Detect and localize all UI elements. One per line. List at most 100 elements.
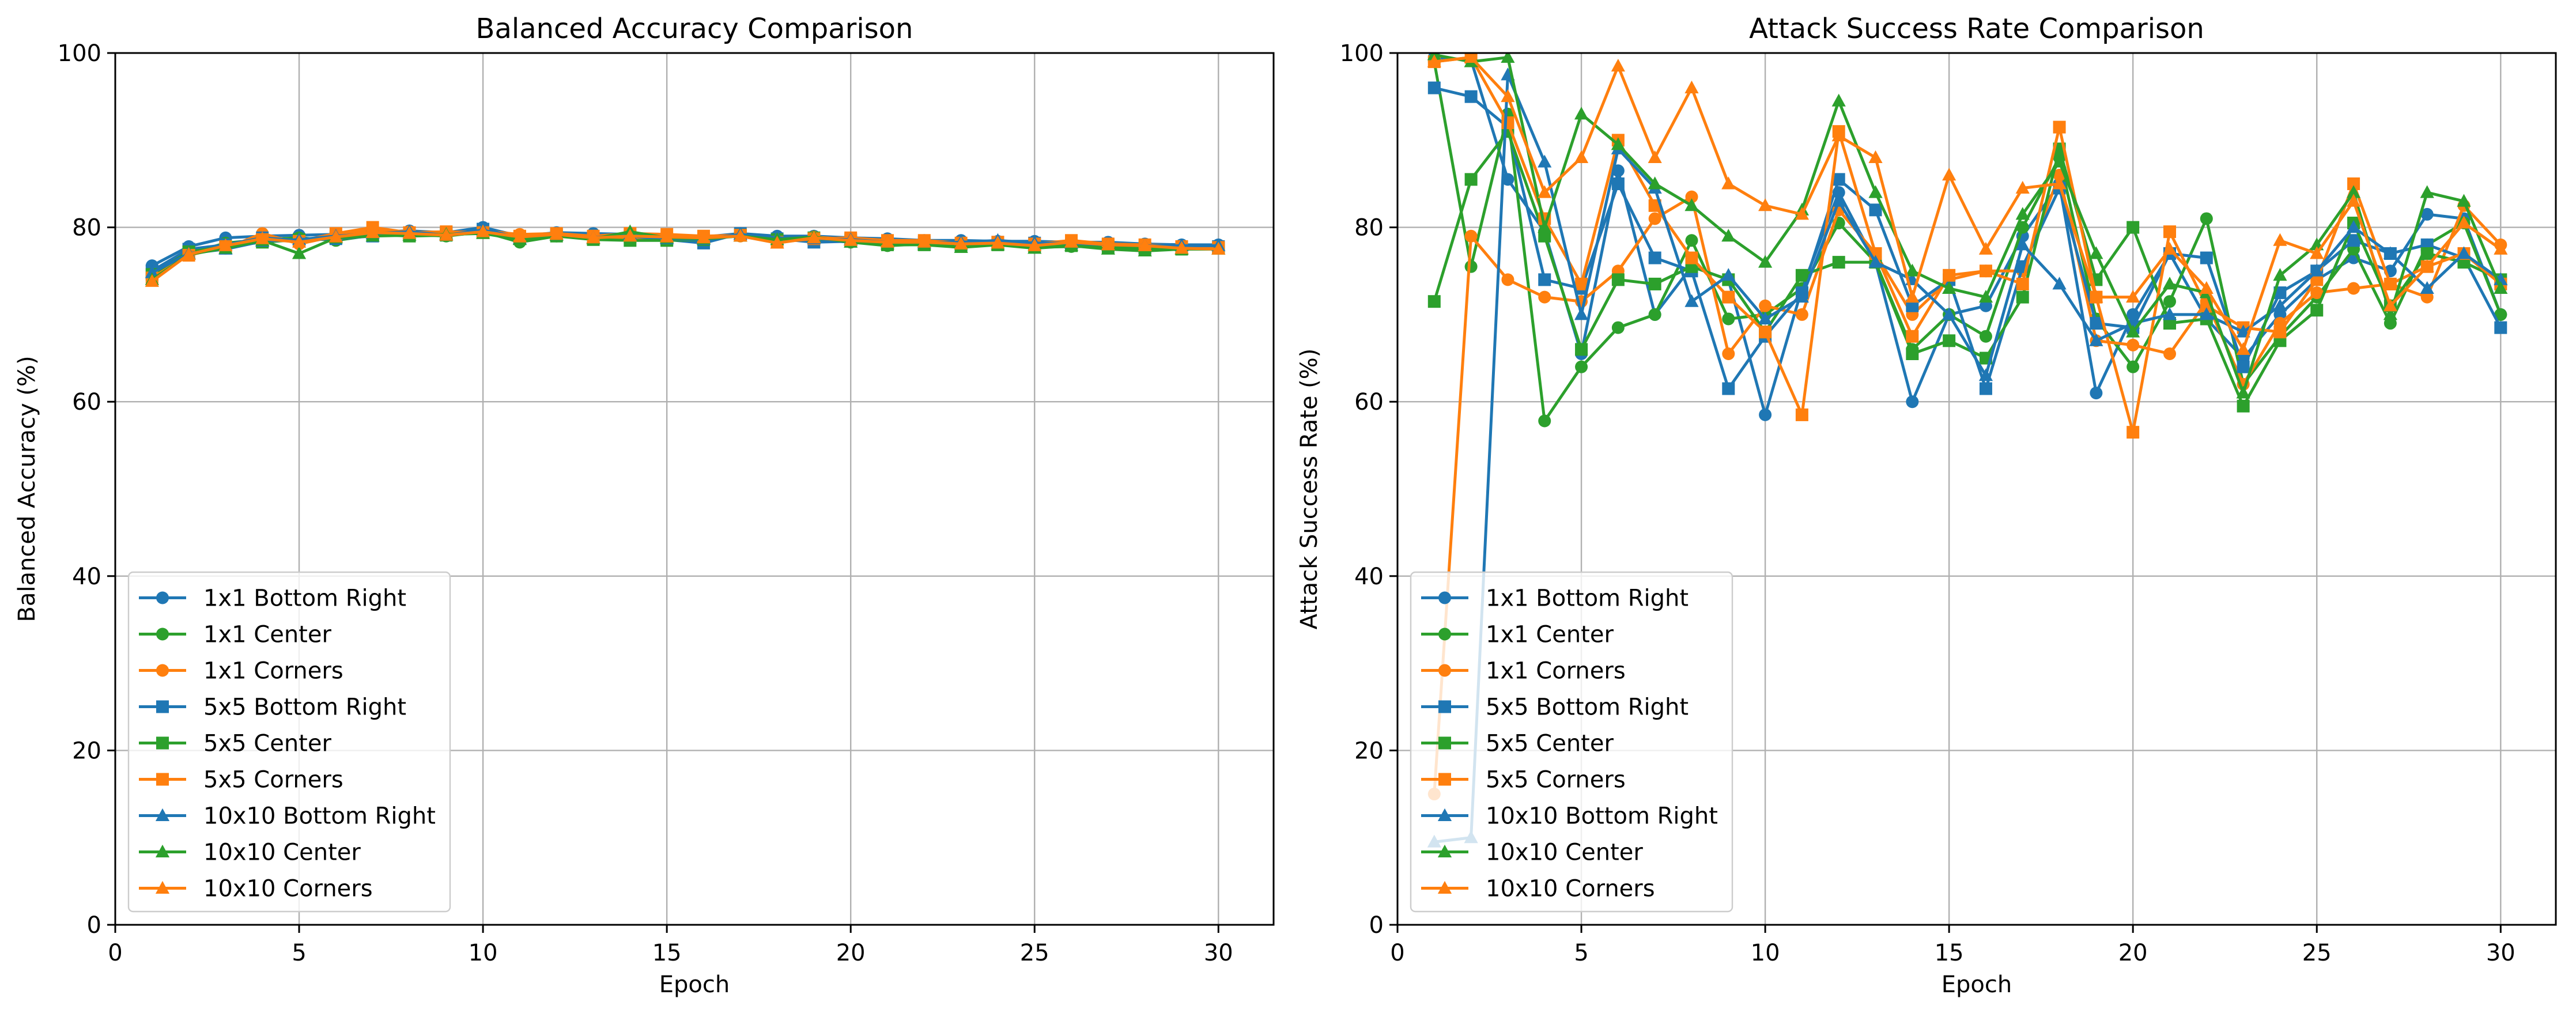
acc-point-8-7 (402, 226, 417, 239)
asr-point-0-18 (2090, 387, 2103, 400)
asr-point-5-4 (1575, 277, 1588, 290)
acc-legend-marker-7 (155, 844, 170, 857)
asr-point-3-3 (1538, 273, 1551, 286)
asr-point-5-23 (2273, 326, 2287, 339)
asr-point-7-8 (1721, 229, 1736, 242)
asr-point-1-15 (1979, 330, 1992, 343)
acc-point-8-24 (1028, 238, 1042, 251)
asr-point-5-8 (1722, 290, 1735, 304)
acc-point-8-29 (1211, 241, 1226, 255)
asr-point-8-2 (1501, 89, 1515, 103)
asr-point-7-23 (2273, 268, 2287, 281)
acc-plot-area (145, 221, 1226, 287)
asr-ytick-label: 20 (1354, 738, 1384, 764)
acc-point-8-4 (292, 235, 307, 248)
asr-point-7-9 (1758, 255, 1773, 268)
asr-xtick-label: 30 (2486, 940, 2515, 966)
acc-point-8-25 (1064, 235, 1079, 248)
acc-point-8-26 (1101, 237, 1115, 251)
asr-point-7-19 (2126, 324, 2140, 338)
acc-ytick-label: 80 (72, 215, 101, 241)
asr-point-8-22 (2236, 342, 2250, 355)
acc-legend-entry-4: 5x5 Center (139, 731, 331, 757)
acc-legend-box (127, 571, 451, 913)
acc-point-8-11 (549, 227, 564, 240)
asr-point-7-7 (1684, 198, 1699, 211)
acc-point-6-0 (145, 265, 159, 278)
asr-point-6-10 (1795, 289, 1810, 303)
asr-point-7-18 (2089, 246, 2103, 259)
asr-point-8-21 (2199, 281, 2214, 294)
asr-point-6-4 (1574, 307, 1589, 320)
asr-xtick-label: 0 (1390, 940, 1404, 966)
asr-point-3-21 (2200, 251, 2213, 264)
acc-legend-label: 1x1 Corners (203, 658, 343, 685)
asr-point-3-0 (1427, 81, 1441, 94)
asr-point-0-9 (1759, 408, 1772, 421)
asr-point-8-9 (1758, 198, 1773, 211)
asr-point-6-22 (2236, 324, 2250, 338)
acc-series-line-8 (151, 230, 1219, 283)
asr-point-2-6 (1648, 212, 1661, 225)
asr-point-6-21 (2199, 307, 2214, 320)
acc-ylabel: Balanced Accuracy (%) (14, 356, 40, 622)
asr-point-4-11 (1832, 256, 1845, 269)
asr-ytick-label: 0 (1369, 912, 1384, 939)
acc-xtick-label: 30 (1204, 940, 1233, 966)
acc-point-8-14 (660, 229, 674, 243)
asr-point-6-7 (1684, 294, 1699, 307)
asr-point-7-4 (1574, 107, 1589, 120)
asr-legend-entry-6: 10x10 Bottom Right (1421, 803, 1718, 830)
acc-point-8-21 (917, 235, 931, 248)
acc-legend-label: 1x1 Center (203, 622, 331, 648)
acc-point-8-18 (807, 230, 821, 244)
asr-point-8-26 (2383, 298, 2397, 312)
asr-point-8-8 (1721, 176, 1736, 190)
acc-ytick-label: 100 (58, 40, 101, 67)
asr-point-0-13 (1906, 395, 1919, 409)
attack-success-rate-chart: 0 5 10 15 20 25 30 0 20 40 60 80 100 Attack Success R… (1296, 13, 2557, 998)
asr-point-3-1 (1464, 90, 1478, 103)
asr-point-1-6 (1648, 308, 1661, 321)
acc-legend-marker-4 (156, 736, 169, 750)
asr-point-4-6 (1648, 277, 1661, 290)
asr-legend-entry-7: 10x10 Center (1421, 840, 1643, 866)
acc-xtick-label: 5 (292, 940, 306, 966)
asr-point-5-2 (1501, 116, 1514, 130)
asr-point-1-26 (2384, 317, 2397, 330)
asr-legend: 1x1 Bottom Right 1x1 Center 1x1 Corners 5x5… (1410, 571, 1733, 913)
acc-xlabel: Epoch (659, 971, 730, 998)
asr-legend-marker-8 (1437, 880, 1452, 894)
asr-point-3-13 (1906, 299, 1919, 312)
asr-xtick-label: 20 (2118, 940, 2148, 966)
asr-point-8-25 (2346, 194, 2361, 207)
asr-point-8-11 (1831, 128, 1846, 142)
asr-point-1-4 (1575, 360, 1588, 373)
asr-point-6-25 (2346, 220, 2361, 233)
asr-point-1-19 (2126, 360, 2140, 373)
asr-point-6-17 (2052, 277, 2067, 290)
asr-series-8 (1427, 53, 2508, 355)
asr-point-6-15 (1978, 368, 1993, 381)
asr-legend-label: 1x1 Center (1486, 622, 1614, 648)
acc-legend-marker-1 (156, 627, 169, 641)
asr-legend-marker-5 (1438, 773, 1451, 786)
acc-point-8-16 (733, 229, 747, 242)
acc-legend-entry-6: 10x10 Bottom Right (139, 803, 436, 830)
asr-legend-box (1410, 571, 1733, 913)
asr-legend-marker-1 (1438, 627, 1451, 641)
asr-point-5-13 (1906, 330, 1919, 343)
acc-legend-label: 5x5 Bottom Right (203, 694, 406, 721)
asr-point-8-10 (1795, 207, 1810, 220)
asr-point-4-3 (1538, 229, 1551, 243)
acc-series-7 (145, 224, 1226, 285)
asr-point-6-9 (1758, 311, 1773, 324)
asr-point-7-29 (2494, 281, 2508, 294)
acc-legend: 1x1 Bottom Right 1x1 Center 1x1 Corners 5x5… (127, 571, 451, 913)
asr-legend-label: 10x10 Center (1486, 840, 1643, 866)
asr-xtick-label: 5 (1574, 940, 1588, 966)
acc-legend-label: 10x10 Corners (203, 876, 373, 902)
asr-point-5-17 (2053, 120, 2066, 134)
asr-point-2-24 (2310, 286, 2324, 300)
asr-legend-entry-4: 5x5 Center (1421, 731, 1614, 757)
